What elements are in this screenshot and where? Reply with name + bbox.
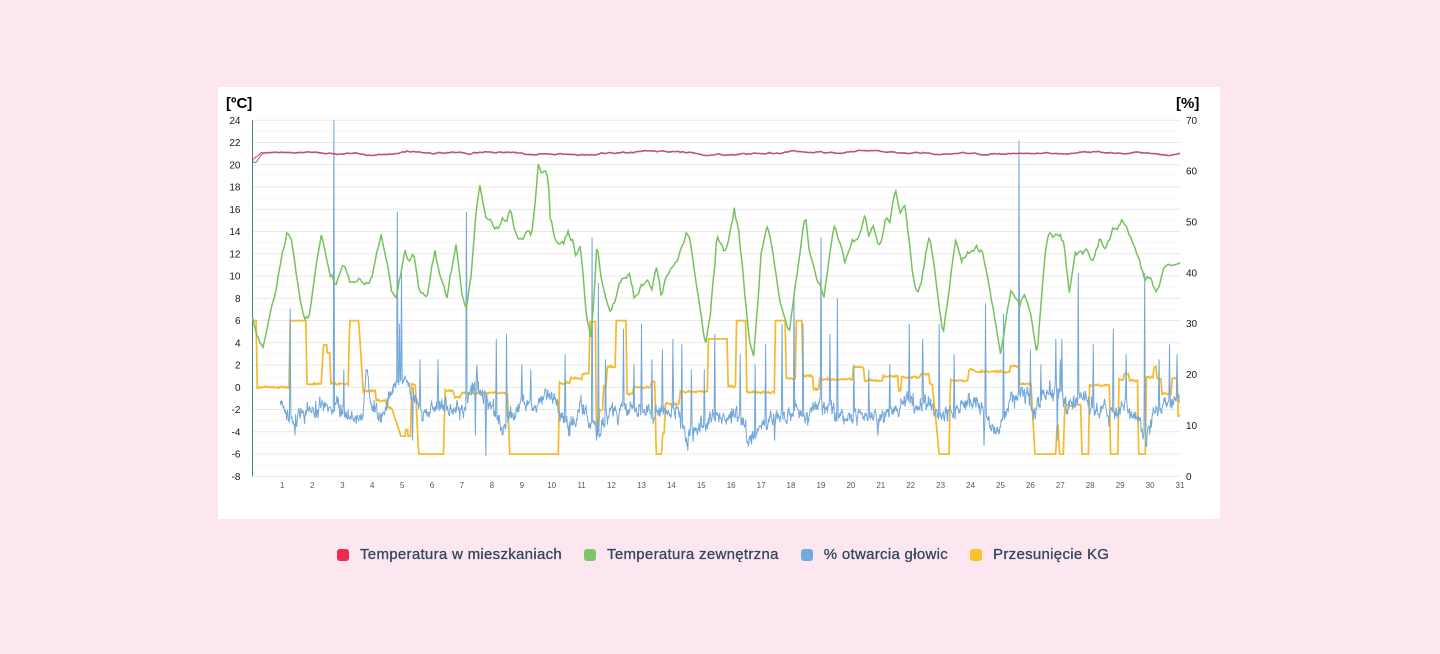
svg-text:27: 27: [1056, 481, 1065, 490]
svg-text:8: 8: [235, 294, 241, 305]
svg-text:22: 22: [906, 481, 915, 490]
svg-text:24: 24: [229, 116, 241, 127]
svg-text:30: 30: [1186, 319, 1198, 330]
svg-text:16: 16: [229, 205, 241, 216]
svg-text:-6: -6: [232, 450, 241, 461]
svg-text:31: 31: [1176, 481, 1185, 490]
svg-text:20: 20: [846, 481, 855, 490]
svg-text:40: 40: [1186, 268, 1198, 279]
svg-text:20: 20: [1186, 370, 1198, 381]
svg-text:6: 6: [235, 316, 241, 327]
svg-text:11: 11: [577, 481, 586, 490]
svg-text:6: 6: [430, 481, 435, 490]
svg-text:10: 10: [229, 272, 241, 283]
svg-text:14: 14: [229, 227, 241, 238]
svg-text:10: 10: [547, 481, 556, 490]
svg-text:26: 26: [1026, 481, 1035, 490]
svg-text:13: 13: [637, 481, 646, 490]
svg-text:30: 30: [1146, 481, 1155, 490]
svg-text:17: 17: [757, 481, 766, 490]
svg-text:4: 4: [235, 338, 241, 349]
svg-text:19: 19: [817, 481, 826, 490]
svg-text:0: 0: [235, 383, 241, 394]
svg-text:4: 4: [370, 481, 375, 490]
svg-text:12: 12: [607, 481, 616, 490]
svg-text:-2: -2: [232, 405, 241, 416]
svg-text:22: 22: [229, 138, 241, 149]
svg-text:[%]: [%]: [1176, 95, 1199, 112]
svg-text:50: 50: [1186, 218, 1198, 229]
svg-text:2: 2: [235, 361, 241, 372]
svg-text:7: 7: [460, 481, 465, 490]
svg-text:8: 8: [490, 481, 495, 490]
svg-text:24: 24: [966, 481, 975, 490]
svg-text:5: 5: [400, 481, 405, 490]
svg-text:16: 16: [727, 481, 736, 490]
svg-text:2: 2: [310, 481, 315, 490]
svg-text:29: 29: [1116, 481, 1125, 490]
svg-text:21: 21: [876, 481, 885, 490]
svg-text:9: 9: [520, 481, 525, 490]
svg-text:[ºC]: [ºC]: [226, 95, 252, 112]
svg-text:1: 1: [280, 481, 285, 490]
svg-text:28: 28: [1086, 481, 1095, 490]
svg-text:18: 18: [229, 183, 241, 194]
svg-text:70: 70: [1186, 116, 1198, 127]
svg-text:18: 18: [787, 481, 796, 490]
svg-text:3: 3: [340, 481, 345, 490]
svg-text:12: 12: [229, 249, 241, 260]
svg-text:25: 25: [996, 481, 1005, 490]
svg-text:14: 14: [667, 481, 676, 490]
svg-text:10: 10: [1186, 421, 1198, 432]
svg-text:60: 60: [1186, 167, 1198, 178]
svg-text:20: 20: [229, 160, 241, 171]
svg-text:0: 0: [1186, 472, 1192, 483]
svg-text:-4: -4: [232, 427, 241, 438]
svg-text:23: 23: [936, 481, 945, 490]
svg-text:-8: -8: [232, 472, 241, 483]
svg-text:15: 15: [697, 481, 706, 490]
